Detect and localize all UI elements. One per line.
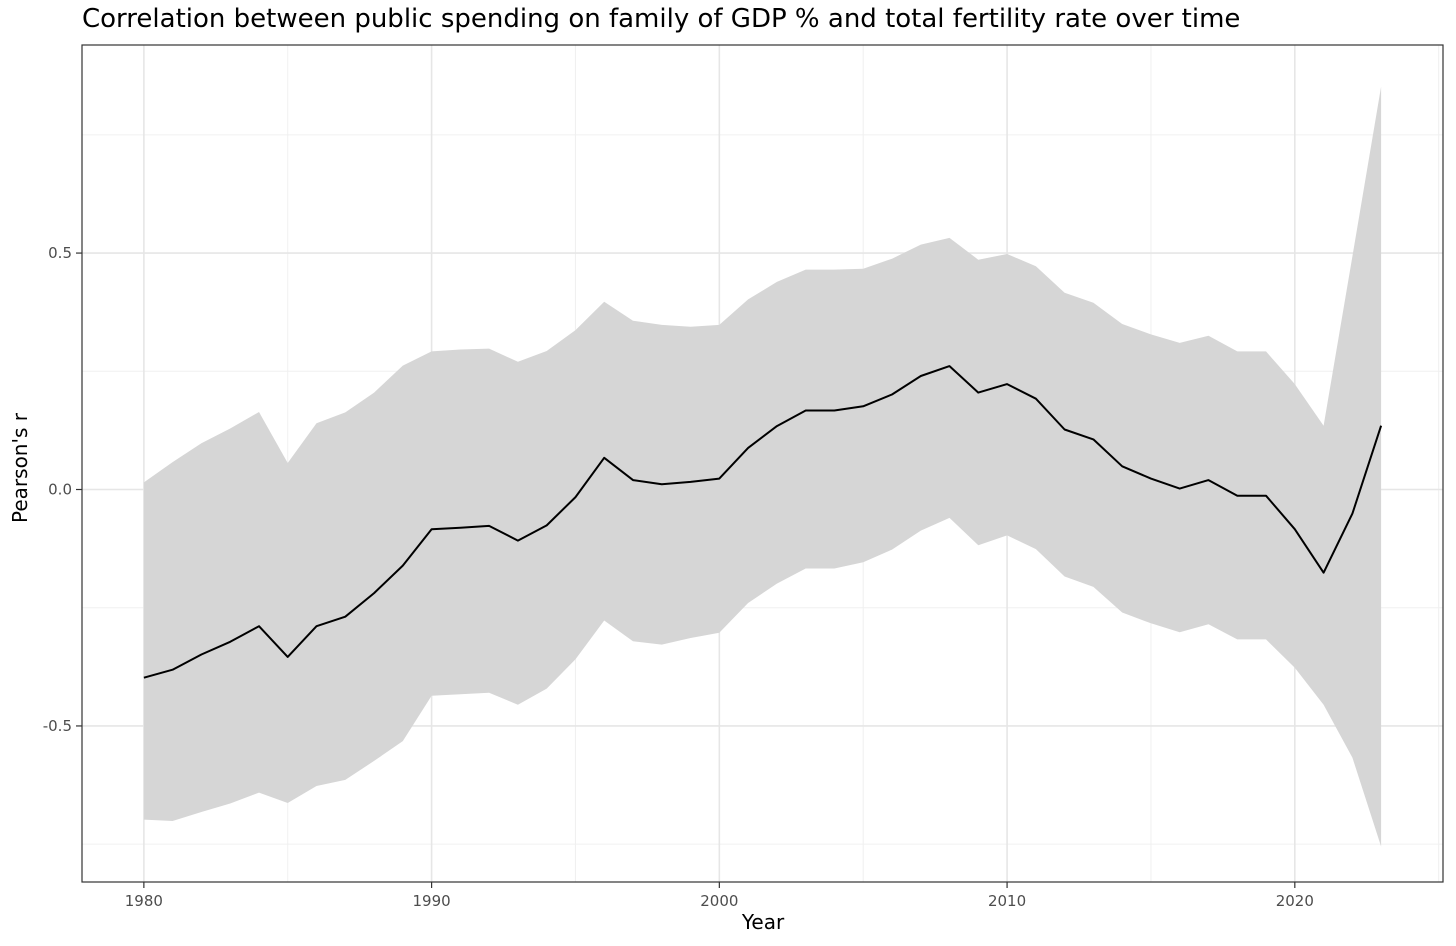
data-point xyxy=(373,592,375,594)
x-tick-label: 2020 xyxy=(1276,892,1314,910)
data-point xyxy=(718,478,720,480)
data-point xyxy=(200,654,202,656)
x-axis: 1980 1990 2000 2010 2020 xyxy=(125,882,1314,910)
y-tick-label: 0.0 xyxy=(48,481,72,499)
data-point xyxy=(1323,572,1325,574)
data-point xyxy=(1150,478,1152,480)
data-point xyxy=(977,392,979,394)
data-point xyxy=(546,524,548,526)
data-point xyxy=(690,481,692,483)
data-point xyxy=(143,677,145,679)
data-point xyxy=(920,375,922,377)
data-point xyxy=(517,540,519,542)
data-point xyxy=(805,410,807,412)
plot-border xyxy=(81,44,1444,883)
data-point xyxy=(172,669,174,671)
data-point xyxy=(833,410,835,412)
data-point xyxy=(661,483,663,485)
data-point xyxy=(287,656,289,658)
data-point xyxy=(344,616,346,618)
data-point xyxy=(603,457,605,459)
data-point xyxy=(1380,425,1382,427)
data-point xyxy=(459,527,461,529)
data-point xyxy=(1207,479,1209,481)
x-axis-title-text: Year xyxy=(741,910,785,934)
data-point xyxy=(1351,513,1353,515)
y-tick-label: 0.5 xyxy=(48,244,72,262)
data-point xyxy=(632,479,634,481)
data-point xyxy=(258,625,260,627)
data-point xyxy=(1064,428,1066,430)
y-axis: -0.5 0.0 0.5 xyxy=(43,244,82,735)
data-point xyxy=(747,447,749,449)
data-point xyxy=(1236,495,1238,497)
data-point xyxy=(891,393,893,395)
data-point xyxy=(1179,488,1181,490)
y-axis-title-text: Pearson's r xyxy=(8,413,32,523)
data-point xyxy=(1006,383,1008,385)
data-point xyxy=(1265,495,1267,497)
data-point xyxy=(1035,398,1037,400)
data-point xyxy=(1092,438,1094,440)
data-point xyxy=(229,641,231,643)
series-line xyxy=(143,365,1383,679)
data-point xyxy=(316,625,318,627)
x-axis-title: Year xyxy=(0,910,1456,934)
x-tick-label: 1980 xyxy=(125,892,163,910)
data-point xyxy=(488,525,490,527)
data-point xyxy=(776,425,778,427)
data-point xyxy=(574,496,576,498)
data-point xyxy=(949,365,951,367)
data-point xyxy=(1121,465,1123,467)
data-point xyxy=(862,405,864,407)
data-point xyxy=(1294,528,1296,530)
data-point xyxy=(431,528,433,530)
data-point xyxy=(402,565,404,567)
x-tick-label: 2010 xyxy=(988,892,1026,910)
x-tick-label: 1990 xyxy=(413,892,451,910)
y-tick-label: -0.5 xyxy=(43,717,72,735)
confidence-band xyxy=(143,86,1382,847)
x-tick-label: 2000 xyxy=(700,892,738,910)
chart-title: Correlation between public spending on f… xyxy=(82,4,1241,34)
